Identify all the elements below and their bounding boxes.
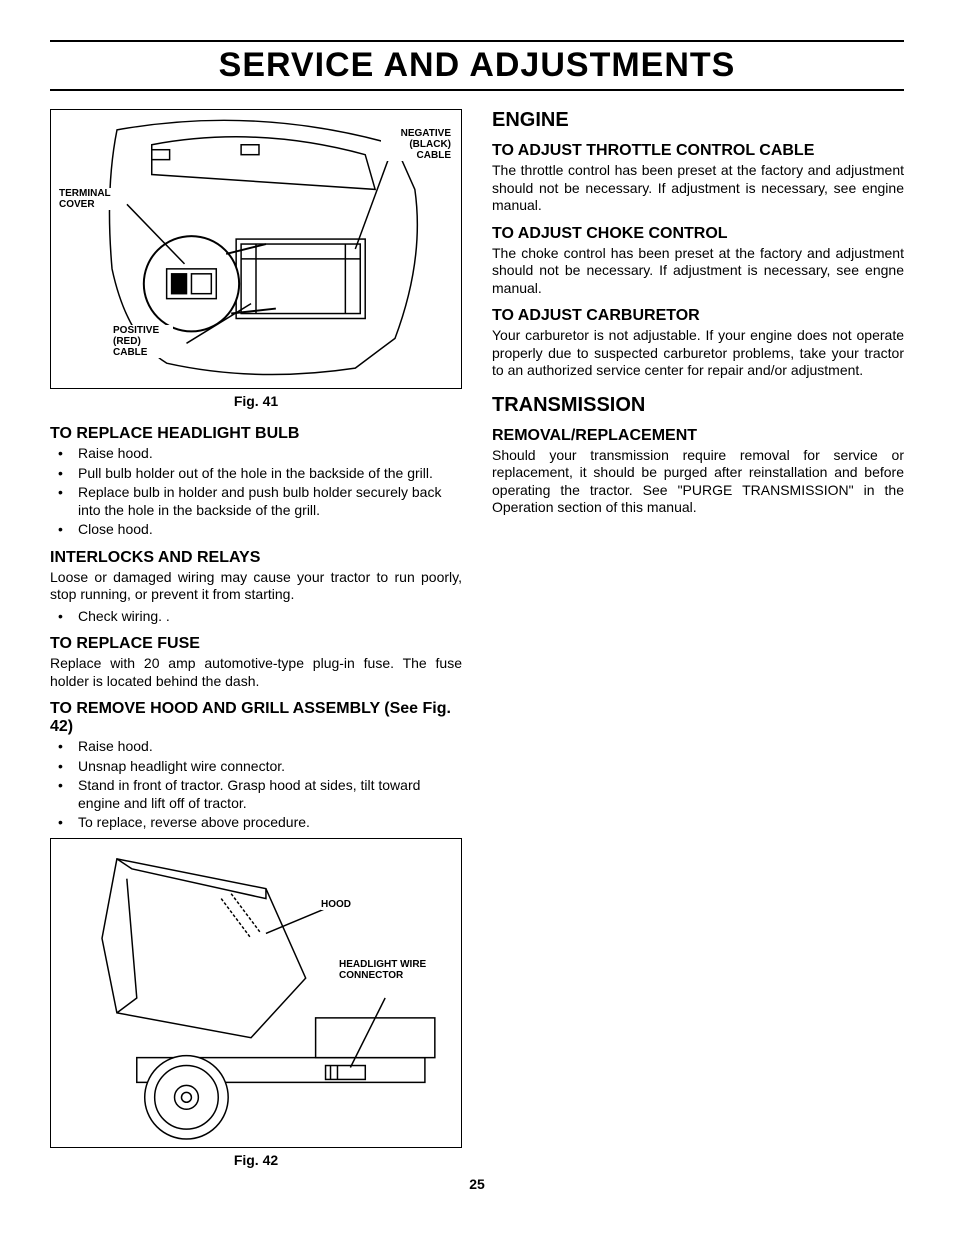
heading-interlocks: INTERLOCKS AND RELAYS [50, 549, 462, 567]
headlight-list: Raise hood. Pull bulb holder out of the … [50, 445, 462, 539]
heading-fuse: TO REPLACE FUSE [50, 635, 462, 653]
list-item: Raise hood. [50, 738, 462, 756]
fig42-caption: Fig. 42 [50, 1152, 462, 1168]
heading-engine: ENGINE [492, 109, 904, 132]
fig41-label-negative: NEGATIVE (BLACK) CABLE [381, 128, 451, 161]
heading-removal: REMOVAL/REPLACEMENT [492, 427, 904, 445]
list-item: To replace, reverse above procedure. [50, 814, 462, 832]
hood-list: Raise hood. Unsnap headlight wire connec… [50, 738, 462, 832]
choke-body: The choke control has been preset at the… [492, 245, 904, 298]
heading-transmission: TRANSMISSION [492, 394, 904, 417]
interlocks-list: Check wiring. . [50, 608, 462, 626]
fig41-label-terminal: TERMINAL COVER [59, 188, 124, 210]
throttle-body: The throttle control has been preset at … [492, 162, 904, 215]
list-item: Unsnap headlight wire connector. [50, 758, 462, 776]
page-number: 25 [50, 1176, 904, 1192]
top-rule [50, 40, 904, 42]
removal-body: Should your transmission require removal… [492, 447, 904, 517]
heading-carb: TO ADJUST CARBURETOR [492, 307, 904, 325]
fig41-caption: Fig. 41 [50, 393, 462, 409]
content-columns: NEGATIVE (BLACK) CABLE TERMINAL COVER PO… [50, 109, 904, 1168]
list-item: Check wiring. . [50, 608, 462, 626]
heading-hood: TO REMOVE HOOD AND GRILL ASSEMBLY (See F… [50, 700, 462, 736]
carb-body: Your carburetor is not adjustable. If yo… [492, 327, 904, 380]
fig41-label-positive: POSITIVE (RED) CABLE [113, 325, 173, 358]
interlocks-body: Loose or damaged wiring may cause your t… [50, 569, 462, 604]
list-item: Raise hood. [50, 445, 462, 463]
list-item: Pull bulb holder out of the hole in the … [50, 465, 462, 483]
heading-choke: TO ADJUST CHOKE CONTROL [492, 225, 904, 243]
list-item: Stand in front of tractor. Grasp hood at… [50, 777, 462, 812]
fig42-label-connector: HEADLIGHT WIRE CONNECTOR [339, 959, 429, 981]
figure-41: NEGATIVE (BLACK) CABLE TERMINAL COVER PO… [50, 109, 462, 389]
fig42-svg [51, 839, 461, 1147]
right-column: ENGINE TO ADJUST THROTTLE CONTROL CABLE … [492, 109, 904, 1168]
list-item: Replace bulb in holder and push bulb hol… [50, 484, 462, 519]
page-title: SERVICE AND ADJUSTMENTS [50, 46, 904, 85]
fuse-body: Replace with 20 amp automotive-type plug… [50, 655, 462, 690]
figure-42: HOOD HEADLIGHT WIRE CONNECTOR [50, 838, 462, 1148]
fig42-label-hood: HOOD [321, 899, 351, 910]
left-column: NEGATIVE (BLACK) CABLE TERMINAL COVER PO… [50, 109, 462, 1168]
list-item: Close hood. [50, 521, 462, 539]
title-rule [50, 89, 904, 91]
heading-throttle: TO ADJUST THROTTLE CONTROL CABLE [492, 142, 904, 160]
heading-headlight: TO REPLACE HEADLIGHT BULB [50, 425, 462, 443]
